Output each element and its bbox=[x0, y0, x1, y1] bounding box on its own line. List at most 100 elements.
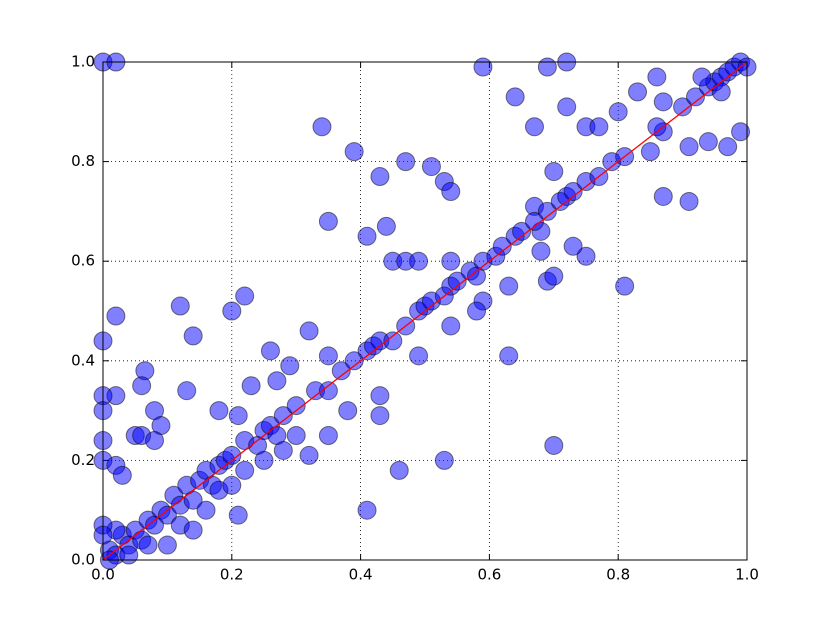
y-tick-label: 0.0 bbox=[71, 551, 95, 569]
point bbox=[673, 97, 693, 117]
point bbox=[563, 181, 583, 201]
point bbox=[183, 326, 203, 346]
point bbox=[196, 500, 216, 520]
point bbox=[157, 535, 177, 555]
x-tick-label: 0.6 bbox=[477, 566, 501, 584]
point bbox=[505, 87, 525, 107]
point bbox=[589, 117, 609, 137]
point bbox=[183, 520, 203, 540]
point bbox=[318, 346, 338, 366]
point bbox=[524, 211, 544, 231]
point bbox=[112, 465, 132, 485]
point bbox=[647, 117, 667, 137]
point bbox=[685, 87, 705, 107]
point bbox=[434, 450, 454, 470]
point bbox=[698, 132, 718, 152]
point bbox=[106, 306, 126, 326]
point bbox=[228, 406, 248, 426]
point bbox=[409, 251, 429, 271]
y-tick-label: 0.4 bbox=[71, 351, 95, 369]
point bbox=[557, 97, 577, 117]
point bbox=[692, 67, 712, 87]
point bbox=[524, 117, 544, 137]
point bbox=[711, 82, 731, 102]
point bbox=[235, 286, 255, 306]
point bbox=[286, 426, 306, 445]
point bbox=[615, 276, 635, 296]
point bbox=[241, 376, 261, 396]
point bbox=[344, 142, 364, 162]
point bbox=[145, 430, 165, 450]
point bbox=[544, 266, 564, 286]
point bbox=[170, 296, 190, 316]
point bbox=[299, 445, 319, 465]
point bbox=[222, 301, 242, 321]
point bbox=[273, 406, 293, 426]
point bbox=[318, 211, 338, 231]
point bbox=[318, 426, 338, 445]
point bbox=[331, 361, 351, 381]
point bbox=[376, 216, 396, 236]
point bbox=[731, 122, 751, 142]
point bbox=[177, 381, 197, 401]
point bbox=[628, 82, 648, 102]
x-tick-label: 0.8 bbox=[606, 566, 630, 584]
point bbox=[421, 157, 441, 177]
point bbox=[370, 406, 390, 426]
point bbox=[357, 226, 377, 246]
point bbox=[467, 301, 487, 321]
point bbox=[312, 117, 332, 137]
plot-frame bbox=[102, 61, 748, 561]
line bbox=[102, 61, 748, 561]
point bbox=[370, 167, 390, 187]
point bbox=[273, 440, 293, 460]
point bbox=[544, 162, 564, 182]
x-tick-label: 0.4 bbox=[349, 566, 373, 584]
point bbox=[473, 57, 493, 77]
point bbox=[544, 435, 564, 455]
point bbox=[679, 191, 699, 211]
point bbox=[640, 142, 660, 162]
x-tick-label: 1.0 bbox=[735, 566, 759, 584]
point bbox=[338, 401, 358, 421]
y-tick-label: 0.6 bbox=[71, 252, 95, 270]
point bbox=[499, 276, 519, 296]
point bbox=[563, 236, 583, 256]
point bbox=[608, 102, 628, 122]
point bbox=[138, 535, 158, 555]
y-tick-label: 0.2 bbox=[71, 451, 95, 469]
point bbox=[370, 386, 390, 406]
point bbox=[228, 505, 248, 525]
point bbox=[280, 356, 300, 376]
point bbox=[492, 236, 512, 256]
point bbox=[718, 137, 738, 157]
point bbox=[647, 67, 667, 87]
point bbox=[653, 92, 673, 112]
x-tick-label: 0.0 bbox=[91, 566, 115, 584]
point bbox=[209, 401, 229, 421]
point bbox=[222, 445, 242, 465]
point bbox=[235, 460, 255, 480]
y-tick-label: 1.0 bbox=[71, 53, 95, 71]
point bbox=[299, 321, 319, 341]
point bbox=[447, 271, 467, 291]
point bbox=[576, 246, 596, 266]
point bbox=[499, 346, 519, 366]
point bbox=[344, 351, 364, 371]
point bbox=[531, 241, 551, 261]
point bbox=[132, 376, 152, 396]
point bbox=[383, 331, 403, 351]
point bbox=[222, 475, 242, 495]
point bbox=[157, 505, 177, 525]
point bbox=[260, 341, 280, 361]
point bbox=[537, 201, 557, 221]
point bbox=[679, 137, 699, 157]
point bbox=[512, 221, 532, 241]
point bbox=[653, 186, 673, 206]
x-tick-label: 0.2 bbox=[220, 566, 244, 584]
point bbox=[119, 545, 139, 565]
y-tick-label: 0.8 bbox=[71, 152, 95, 170]
point bbox=[286, 396, 306, 416]
point bbox=[267, 371, 287, 391]
